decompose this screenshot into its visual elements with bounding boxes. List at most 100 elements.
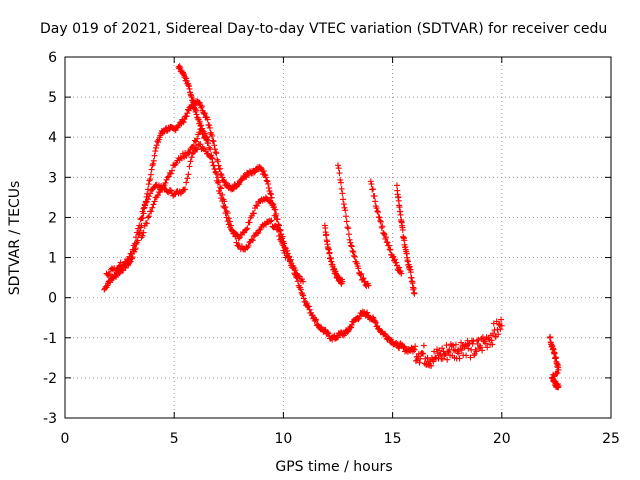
data-point	[378, 224, 385, 231]
data-point	[210, 162, 217, 169]
x-axis-label: GPS time / hours	[275, 459, 392, 475]
data-point	[150, 157, 157, 164]
data-point	[488, 337, 495, 344]
data-point	[396, 264, 403, 271]
data-point	[256, 227, 263, 234]
data-point	[224, 218, 231, 225]
data-point	[217, 190, 224, 197]
y-tick-label: 0	[48, 291, 57, 307]
data-point	[324, 329, 331, 336]
data-point	[469, 340, 476, 347]
y-axis-label: SDTVAR / TECUs	[7, 181, 23, 296]
data-point	[497, 326, 504, 333]
data-point	[484, 344, 491, 351]
data-point	[173, 160, 180, 167]
data-point	[139, 232, 146, 239]
data-point	[551, 349, 558, 356]
data-point	[245, 242, 252, 249]
data-point	[368, 181, 375, 188]
data-point	[482, 340, 489, 347]
data-point	[265, 180, 272, 187]
data-point	[375, 209, 382, 216]
data-point	[107, 279, 114, 286]
data-point	[235, 235, 242, 242]
data-point	[212, 169, 219, 176]
data-point	[152, 148, 159, 155]
data-point	[146, 193, 153, 200]
data-point	[211, 142, 218, 149]
data-point	[138, 215, 145, 222]
data-point	[339, 278, 346, 285]
data-point	[157, 189, 164, 196]
data-point	[143, 220, 150, 227]
data-point	[467, 354, 474, 361]
data-point	[351, 252, 358, 259]
data-point	[494, 326, 501, 333]
data-point	[183, 113, 190, 120]
data-point	[267, 218, 274, 225]
data-point	[340, 201, 347, 208]
data-point	[335, 165, 342, 172]
data-point	[393, 182, 400, 189]
data-point	[162, 179, 169, 186]
data-point	[286, 258, 293, 265]
data-point	[197, 141, 204, 148]
data-point	[143, 198, 150, 205]
data-point	[204, 116, 211, 123]
data-point	[339, 190, 346, 197]
data-point	[233, 239, 240, 246]
data-point	[263, 177, 270, 184]
data-point	[184, 175, 191, 182]
data-point	[211, 166, 218, 173]
data-point	[217, 165, 224, 172]
data-point	[458, 347, 465, 354]
data-point	[270, 204, 277, 211]
data-point	[397, 268, 404, 275]
data-point	[365, 282, 372, 289]
data-point	[188, 154, 195, 161]
data-point	[282, 254, 289, 261]
data-point	[144, 196, 151, 203]
data-point	[443, 342, 450, 349]
x-tick-label: 20	[493, 431, 511, 447]
data-point	[465, 345, 472, 352]
data-points	[101, 63, 562, 391]
data-point	[215, 162, 222, 169]
data-point	[125, 256, 132, 263]
data-point	[147, 190, 154, 197]
data-point	[126, 253, 133, 260]
data-point	[148, 166, 155, 173]
data-point	[214, 158, 221, 165]
data-point	[278, 238, 285, 245]
data-point	[218, 195, 225, 202]
data-point	[373, 205, 380, 212]
data-point	[139, 208, 146, 215]
data-point	[458, 339, 465, 346]
data-point	[463, 352, 470, 359]
data-point	[420, 342, 427, 349]
data-point	[244, 225, 251, 232]
data-point	[313, 317, 320, 324]
data-point	[277, 232, 284, 239]
data-point	[268, 191, 275, 198]
data-point	[376, 214, 383, 221]
data-point	[182, 186, 189, 193]
data-point	[475, 336, 482, 343]
data-point	[268, 217, 275, 224]
data-point	[254, 202, 261, 209]
grid	[65, 57, 611, 418]
data-point	[186, 149, 193, 156]
plot-frame	[64, 56, 612, 419]
y-tick-label: -2	[43, 371, 57, 387]
x-tick-label: 5	[170, 431, 179, 447]
data-point	[419, 350, 426, 357]
data-point	[384, 239, 391, 246]
data-point	[416, 359, 423, 366]
data-point	[144, 214, 151, 221]
data-point	[340, 196, 347, 203]
x-tick-label: 15	[384, 431, 402, 447]
data-point	[260, 168, 267, 175]
data-point	[397, 211, 404, 218]
data-point	[207, 146, 214, 153]
data-point	[450, 342, 457, 349]
